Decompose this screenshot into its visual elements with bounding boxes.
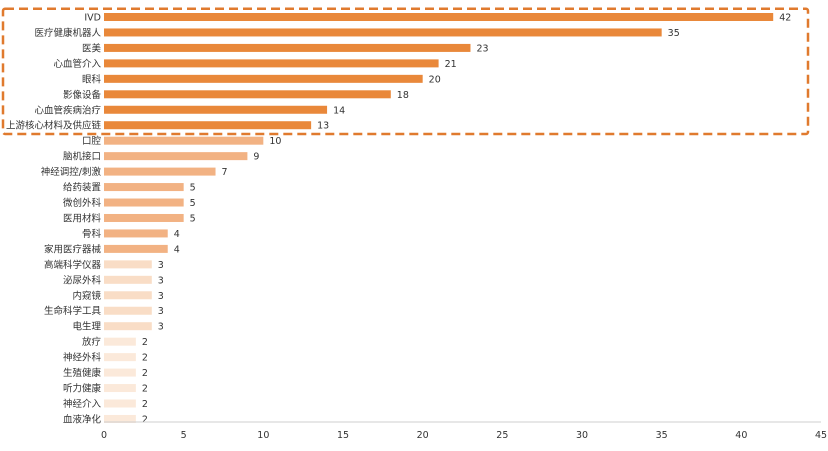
bar <box>104 244 168 253</box>
value-label: 3 <box>158 291 164 302</box>
bar <box>104 291 152 300</box>
value-label: 4 <box>174 244 180 255</box>
bar <box>104 368 136 377</box>
category-label: 神经介入 <box>63 398 102 410</box>
value-label: 35 <box>668 28 680 39</box>
category-label: 生命科学工具 <box>44 305 102 317</box>
highlight-dashed-box <box>1 7 810 136</box>
value-label: 10 <box>269 136 281 147</box>
category-label: 医用材料 <box>63 212 102 224</box>
bar <box>104 414 136 423</box>
value-label: 5 <box>190 183 196 194</box>
bar <box>104 353 136 362</box>
x-tick-label: 45 <box>815 430 827 441</box>
category-label: 影像设备 <box>63 89 102 101</box>
category-label: 泌尿外科 <box>63 274 102 286</box>
value-label: 5 <box>190 198 196 209</box>
category-label: 医美 <box>82 42 102 54</box>
value-label: 3 <box>158 260 164 271</box>
category-label: 口腔 <box>82 135 102 147</box>
bar <box>104 275 152 284</box>
category-label: 心血管疾病治疗 <box>34 104 101 116</box>
value-label: 4 <box>174 229 180 240</box>
bar <box>104 105 328 114</box>
category-label: 家用医疗器械 <box>44 243 102 255</box>
category-label: 医疗健康机器人 <box>34 27 101 39</box>
value-label: 23 <box>476 43 488 54</box>
bar <box>104 13 774 21</box>
value-label: 2 <box>142 353 148 364</box>
x-tick-label: 35 <box>656 430 668 441</box>
value-label: 42 <box>779 13 791 24</box>
category-label: 上游核心材料及供应链 <box>6 120 102 132</box>
category-label: 骨科 <box>82 228 102 240</box>
bar <box>104 198 184 207</box>
x-axis: 0 5 10 15 20 25 30 35 40 45 <box>101 421 827 441</box>
bar <box>104 90 391 99</box>
value-label: 13 <box>317 121 329 132</box>
bar <box>104 28 662 37</box>
value-label: 3 <box>158 275 164 286</box>
bar <box>104 384 136 393</box>
bars-layer <box>104 13 774 423</box>
category-label: 微创外科 <box>63 197 102 209</box>
bar <box>104 136 264 145</box>
x-tick-label: 0 <box>101 430 107 441</box>
value-label: 2 <box>142 368 148 379</box>
bar <box>104 213 184 222</box>
value-label: 3 <box>158 322 164 333</box>
category-label: 内窥镜 <box>72 290 101 302</box>
bar <box>104 121 312 130</box>
bar <box>104 183 184 192</box>
bar <box>104 74 423 83</box>
value-label: 2 <box>142 414 148 425</box>
value-label: 3 <box>158 306 164 317</box>
x-tick-label: 20 <box>417 430 429 441</box>
category-label: 眼科 <box>82 73 102 85</box>
x-tick-label: 15 <box>337 430 349 441</box>
bar <box>104 152 248 161</box>
value-label: 5 <box>190 213 196 224</box>
x-tick-label: 40 <box>735 430 747 441</box>
bar <box>104 399 136 408</box>
category-label: 生殖健康 <box>63 367 102 379</box>
bar <box>104 322 152 331</box>
category-label: 听力健康 <box>63 383 102 395</box>
value-label: 2 <box>142 399 148 410</box>
category-label: 脑机接口 <box>63 151 101 163</box>
x-tick-label: 30 <box>576 430 588 441</box>
bar <box>104 260 152 269</box>
category-label: 血液净化 <box>63 413 102 425</box>
value-label: 2 <box>142 384 148 395</box>
category-label: IVD <box>84 13 101 24</box>
category-labels: IVD 医疗健康机器人医美心血管介入眼科影像设备心血管疾病治疗上游核心材料及供应链… <box>6 13 102 426</box>
bar <box>104 229 168 238</box>
category-label: 心血管介入 <box>53 58 101 70</box>
value-label: 9 <box>253 152 259 163</box>
bar <box>104 59 439 68</box>
highlight-box-layer <box>1 7 810 136</box>
category-label: 放疗 <box>82 336 102 348</box>
bar <box>104 337 136 346</box>
category-label: 高端科学仪器 <box>44 259 102 271</box>
bar <box>104 167 216 176</box>
value-label: 7 <box>222 167 228 178</box>
value-label: 2 <box>142 337 148 348</box>
value-label: 18 <box>397 90 409 101</box>
value-label: 14 <box>333 105 345 116</box>
category-label: 电生理 <box>72 321 101 333</box>
x-tick-label: 5 <box>181 430 187 441</box>
x-tick-label: 10 <box>257 430 269 441</box>
x-tick-label: 25 <box>496 430 508 441</box>
category-label: 神经外科 <box>63 352 102 364</box>
category-label: 神经调控/刺激 <box>41 166 102 178</box>
bar <box>104 306 152 315</box>
value-label: 20 <box>429 74 441 85</box>
bar <box>104 43 471 52</box>
value-label: 21 <box>445 59 457 70</box>
category-label: 给药装置 <box>63 182 101 194</box>
